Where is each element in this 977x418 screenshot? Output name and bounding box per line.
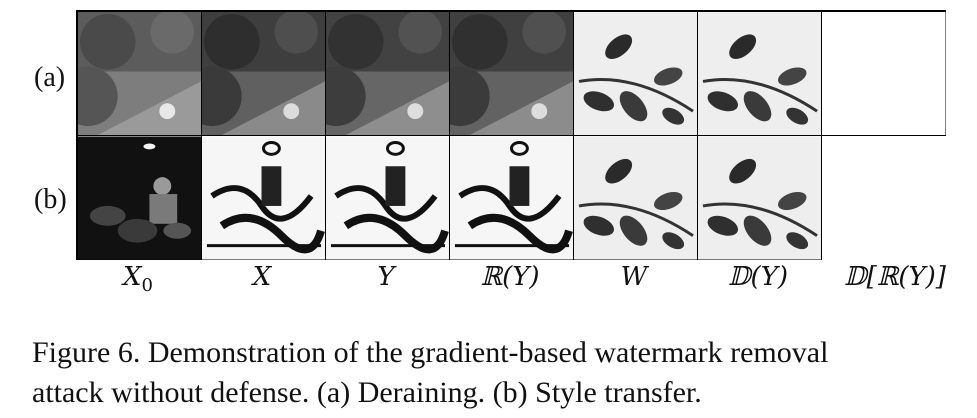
- image-a-y-garden: [326, 12, 450, 136]
- image-a-dy-leaves: [698, 12, 822, 136]
- col-label-dry: 𝔻[ℝ(Y)]: [844, 262, 946, 292]
- image-b-drv-blank: [822, 136, 946, 260]
- image-b-ry-stylized: [450, 136, 574, 260]
- caption-line-1: Figure 6. Demonstration of the gradient-…: [32, 336, 829, 369]
- image-a-w-leaves: [574, 12, 698, 136]
- caption-line-2: attack without defense. (a) Deraining. (…: [32, 376, 702, 409]
- image-a-x-garden: [202, 12, 326, 136]
- image-a-x0-garden: [78, 12, 202, 136]
- col-label-ry: ℝ(Y): [480, 262, 540, 292]
- row-label-a: (a): [34, 62, 66, 93]
- col-label-dy: 𝔻(Y): [728, 262, 788, 292]
- image-b-dy-leaves: [698, 136, 822, 260]
- image-a-drv-blank: [822, 12, 946, 136]
- image-b-x0-drummer: [78, 136, 202, 260]
- col-label-x: X: [252, 262, 272, 292]
- image-b-x-stylized: [202, 136, 326, 260]
- col-label-w: W: [620, 262, 648, 292]
- col-label-x0: X0: [123, 262, 153, 297]
- image-a-ry-garden: [450, 12, 574, 136]
- figure-image-grid: [76, 10, 946, 260]
- col-label-y: Y: [377, 262, 395, 292]
- image-b-w-leaves: [574, 136, 698, 260]
- image-b-y-stylized: [326, 136, 450, 260]
- row-label-b: (b): [34, 184, 67, 215]
- figure-caption: Figure 6. Demonstration of the gradient-…: [32, 333, 962, 413]
